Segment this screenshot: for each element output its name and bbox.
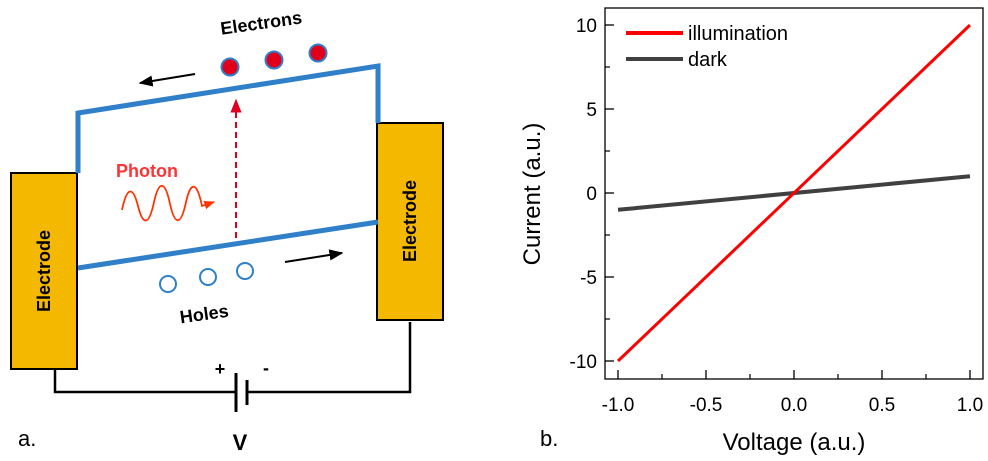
electron-flow-arrow: [140, 74, 195, 83]
legend: illumination dark: [626, 23, 788, 71]
x-tick-label: 1.0: [957, 395, 983, 416]
hole-flow-arrow: [285, 253, 342, 262]
x-tick-label: 0.5: [869, 395, 895, 416]
wire-right: [247, 322, 410, 392]
x-axis-ticks: -1.0 -0.5 0.0 0.5 1.0: [602, 370, 984, 416]
minus-sign: -: [263, 358, 269, 378]
electrons-label: Electrons: [219, 7, 303, 38]
electron-2: [266, 52, 283, 69]
photon-label: Photon: [116, 161, 178, 181]
y-tick-label: 0: [586, 184, 597, 205]
voltage-label: V: [233, 430, 248, 455]
series-line-illumination: [618, 25, 970, 361]
conduction-band: [78, 66, 378, 173]
x-tick-label: 0.0: [781, 395, 807, 416]
series-lines: [618, 25, 970, 361]
panel-label-b: b.: [540, 426, 558, 451]
iv-chart: -1.0 -0.5 0.0 0.5 1.0 -10 -5 0 5 10 illumination…: [519, 8, 983, 456]
holes-label: Holes: [178, 301, 229, 328]
wire-left: [55, 340, 236, 392]
electrode-right-label: Electrode: [400, 180, 420, 262]
electrode-left-label: Electrode: [34, 230, 54, 312]
electron-1: [222, 59, 239, 76]
hole-3: [237, 263, 253, 279]
legend-label-illumination: illumination: [688, 23, 788, 45]
y-tick-label: -10: [570, 352, 597, 373]
hole-1: [160, 276, 176, 292]
panel-label-a: a.: [18, 426, 36, 451]
x-tick-label: -1.0: [602, 395, 635, 416]
y-tick-label: -5: [580, 268, 597, 289]
photon-wave-icon: [122, 186, 214, 221]
y-axis-label: Current (a.u.): [519, 123, 546, 266]
electron-3: [310, 45, 327, 62]
legend-label-dark: dark: [688, 49, 728, 71]
x-axis-label: Voltage (a.u.): [723, 429, 866, 456]
hole-2: [200, 269, 216, 285]
y-axis-ticks: -10 -5 0 5 10: [570, 16, 614, 373]
plus-sign: +: [215, 359, 226, 379]
y-tick-label: 5: [586, 100, 597, 121]
y-tick-label: 10: [576, 16, 597, 37]
valence-band: [78, 222, 378, 268]
x-tick-label: -0.5: [690, 395, 723, 416]
device-diagram: Electrode Electrode Electrons Holes Phot…: [11, 7, 443, 455]
